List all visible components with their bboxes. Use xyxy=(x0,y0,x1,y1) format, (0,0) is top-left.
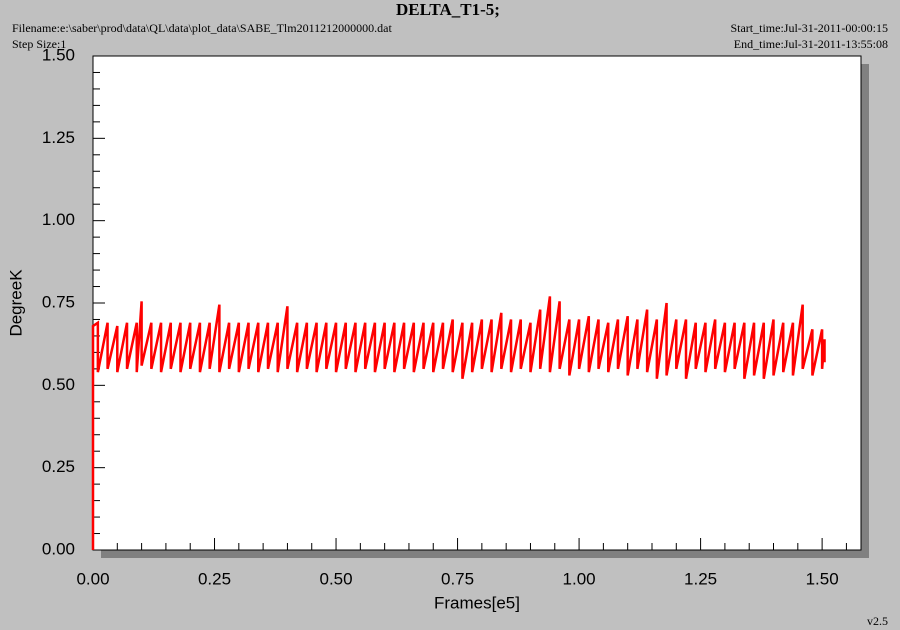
x-tick-label: 1.25 xyxy=(684,569,717,588)
filename: Filename:e:\saber\prod\data\QL\data\plot… xyxy=(12,21,392,35)
x-tick-label: 1.50 xyxy=(806,569,839,588)
x-axis-label: Frames[e5] xyxy=(434,593,520,612)
y-tick-label: 0.00 xyxy=(42,539,75,558)
y-tick-label: 1.00 xyxy=(42,210,75,229)
chart-title: DELTA_T1-5; xyxy=(396,0,500,19)
x-tick-label: 0.75 xyxy=(441,569,474,588)
y-tick-label: 0.50 xyxy=(42,375,75,394)
y-tick-label: 1.25 xyxy=(42,128,75,147)
version: v2.5 xyxy=(867,614,888,628)
x-tick-label: 0.25 xyxy=(198,569,231,588)
y-axis-label: DegreeK xyxy=(6,269,25,337)
step-size: Step Size:1 xyxy=(12,37,66,51)
y-tick-label: 0.75 xyxy=(42,292,75,311)
x-tick-label: 0.00 xyxy=(76,569,109,588)
x-tick-label: 0.50 xyxy=(319,569,352,588)
x-tick-label: 1.00 xyxy=(563,569,596,588)
y-tick-label: 0.25 xyxy=(42,457,75,476)
end-time: End_time:Jul-31-2011-13:55:08 xyxy=(734,37,888,51)
start-time: Start_time:Jul-31-2011-00:00:15 xyxy=(730,21,888,35)
plot-area xyxy=(92,55,862,551)
data-line xyxy=(91,296,826,550)
y-tick-label: 1.50 xyxy=(42,45,75,64)
